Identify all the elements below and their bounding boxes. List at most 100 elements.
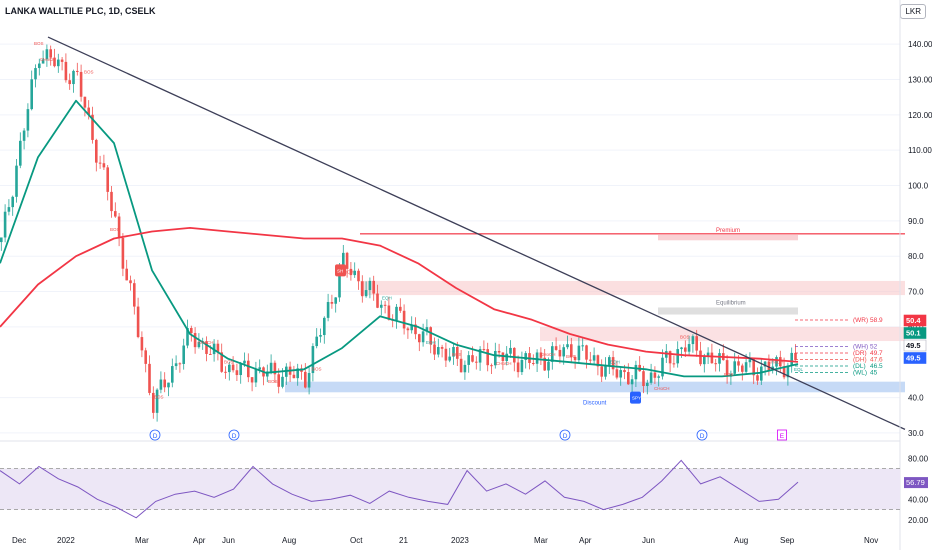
structure-label: BOS <box>312 366 322 371</box>
zone-layer <box>285 233 905 393</box>
candle-body <box>608 357 611 366</box>
candle-body <box>171 366 174 383</box>
candle-body <box>205 341 208 354</box>
candle-body <box>562 347 565 357</box>
level-label: (DR) <box>853 350 867 357</box>
trendline <box>47 36 906 430</box>
level-value: 58.9 <box>870 317 883 324</box>
candle-body <box>714 363 717 365</box>
event-marker-label: D <box>153 433 158 440</box>
candle-body <box>376 293 379 308</box>
candle-body <box>741 365 744 372</box>
candle-body <box>174 363 178 367</box>
level-label: (WR) <box>853 317 868 324</box>
candle-body <box>653 372 657 378</box>
candle-body <box>516 362 520 373</box>
level-label: (WH) <box>853 344 868 351</box>
candle-body <box>592 355 596 361</box>
candle-body <box>235 370 239 376</box>
candle-body <box>649 372 653 383</box>
ma-fast-line <box>0 99 799 378</box>
candle-body <box>144 350 147 364</box>
chart-title: LANKA WALLTILE PLC, 1D, CSELK <box>5 6 156 16</box>
candle-body <box>273 362 277 375</box>
candle-body <box>53 57 56 67</box>
candle-body <box>159 379 163 390</box>
candle-body <box>372 280 375 294</box>
candle-body <box>615 369 619 378</box>
candle-body <box>338 270 341 298</box>
candle-body <box>630 379 634 385</box>
candle-body <box>429 327 432 345</box>
candle-body <box>478 349 482 363</box>
candle-body <box>41 59 45 64</box>
structure-label: BOS <box>452 352 462 357</box>
candle-body <box>304 371 307 388</box>
candle-body <box>136 306 140 338</box>
candle-body <box>456 346 459 359</box>
rsi-last-value: 56.79 <box>906 478 925 487</box>
candle-body <box>163 379 166 388</box>
zone-equilibrium <box>658 307 798 315</box>
candle-body <box>737 361 740 366</box>
price-badge <box>903 314 927 327</box>
earnings-marker <box>777 429 787 441</box>
candle-body <box>691 336 695 345</box>
candle-body <box>334 297 337 304</box>
candle-body <box>15 165 18 197</box>
candle-body <box>178 363 182 365</box>
candle-body <box>323 317 326 336</box>
level-label: (DH) <box>853 357 867 364</box>
candle-body <box>129 280 132 284</box>
signal-label: SPY <box>632 396 641 401</box>
signal-label: SH <box>337 268 343 273</box>
labels-layer: Premium Equilibrium Discount BOS CHoCH BOS BOS… <box>34 41 883 406</box>
price-tick-label: 70.0 <box>908 288 924 297</box>
candle-body <box>524 353 527 360</box>
candle-body <box>490 365 493 367</box>
candle-body <box>706 352 710 357</box>
level-value: 49.7 <box>870 350 883 357</box>
candle-body <box>475 361 478 363</box>
candle-body <box>634 364 638 380</box>
candle-body <box>3 211 7 238</box>
zone-label: Equilibrium <box>716 300 746 306</box>
price-tick-label: 40.0 <box>908 394 924 403</box>
candle-body <box>494 350 497 366</box>
time-tick-label: Mar <box>135 536 149 545</box>
candle-body <box>433 344 436 355</box>
structure-label: BOS <box>268 379 278 384</box>
structure-label: CHoCH <box>496 361 512 366</box>
candle-body <box>543 357 546 371</box>
candle-body <box>752 359 755 376</box>
candle-body <box>399 306 402 311</box>
rsi-tick-label: 20.00 <box>908 516 929 525</box>
price-tick-label: 90.0 <box>908 217 924 226</box>
candle-body <box>197 341 201 348</box>
candle-body <box>76 70 79 72</box>
price-tick-label: 130.00 <box>908 75 932 84</box>
candle-body <box>471 355 474 362</box>
candle-body <box>570 344 573 357</box>
price-badge-value: 50.1 <box>906 329 921 338</box>
candle-body <box>60 59 64 62</box>
candle-body <box>121 238 125 269</box>
candle-body <box>418 334 421 343</box>
candle-body <box>387 305 391 320</box>
structure-label: CHoCH <box>40 57 56 62</box>
event-marker-label: E <box>780 433 785 440</box>
candle-body <box>281 376 284 387</box>
candle-body <box>585 345 588 360</box>
currency-label[interactable]: LKR <box>900 4 926 19</box>
candle-body <box>554 346 558 350</box>
time-tick-label: Mar <box>534 536 548 545</box>
candle-body <box>30 79 33 110</box>
candle-body <box>383 304 387 306</box>
candle-body <box>668 351 672 364</box>
candle-body <box>72 70 75 85</box>
structure-label: BOS <box>224 359 234 364</box>
candle-body <box>277 374 280 387</box>
time-tick-label: Apr <box>193 536 206 545</box>
